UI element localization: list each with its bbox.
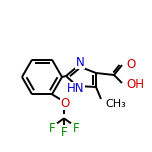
Text: O: O [126, 57, 135, 71]
Text: F: F [61, 126, 67, 139]
Text: CH₃: CH₃ [105, 99, 126, 109]
Text: OH: OH [126, 78, 144, 92]
Text: O: O [60, 97, 70, 110]
Text: N: N [76, 55, 84, 69]
Text: F: F [73, 122, 79, 135]
Text: HN: HN [67, 83, 85, 95]
Text: F: F [49, 122, 55, 135]
